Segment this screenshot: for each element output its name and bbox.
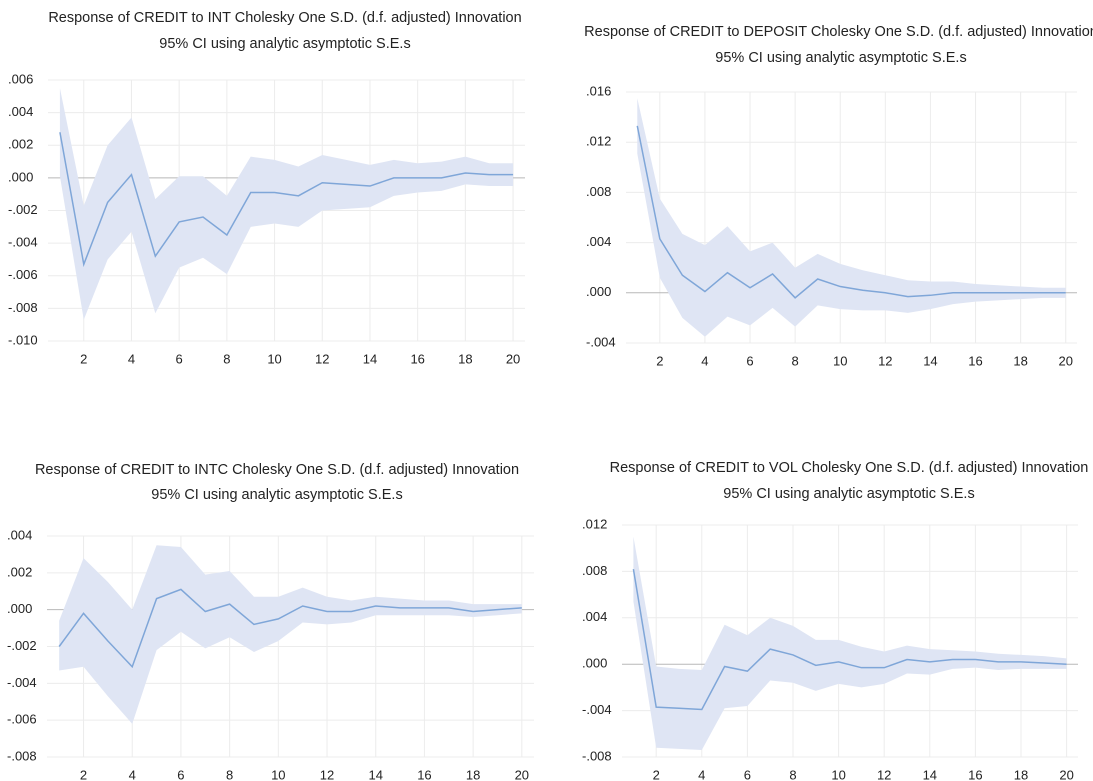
x-tick-label: 18	[1014, 767, 1028, 781]
confidence-band	[59, 545, 522, 724]
confidence-band	[637, 98, 1066, 337]
x-tick-label: 16	[968, 767, 982, 781]
x-tick-label: 8	[792, 353, 799, 368]
x-tick-label: 6	[176, 351, 183, 366]
x-tick-label: 4	[128, 351, 135, 366]
x-tick-label: 4	[129, 767, 136, 781]
x-tick-label: 14	[923, 353, 937, 368]
x-tick-label: 4	[701, 353, 708, 368]
y-tick-label: .004	[586, 234, 611, 249]
chart-subtitle: 95% CI using analytic asymptotic S.E.s	[723, 486, 974, 502]
y-tick-label: .000	[8, 169, 33, 184]
chart-panel: Response of CREDIT to DEPOSIT Cholesky O…	[584, 24, 1093, 369]
response-line	[632, 568, 1067, 711]
x-tick-label: 16	[410, 351, 424, 366]
chart-title: Response of CREDIT to DEPOSIT Cholesky O…	[584, 24, 1093, 40]
x-tick-label: 2	[80, 351, 87, 366]
y-tick-label: -.002	[8, 202, 38, 217]
x-tick-label: 2	[656, 353, 663, 368]
chart-subtitle: 95% CI using analytic asymptotic S.E.s	[159, 36, 410, 52]
chart-subtitle: 95% CI using analytic asymptotic S.E.s	[151, 487, 402, 503]
x-tick-label: 12	[878, 353, 892, 368]
x-tick-label: 12	[877, 767, 891, 781]
y-tick-label: -.004	[586, 334, 616, 349]
x-tick-label: 10	[267, 351, 281, 366]
x-tick-label: 2	[80, 767, 87, 781]
x-tick-label: 8	[226, 767, 233, 781]
y-tick-label: .000	[586, 284, 611, 299]
chart-panel: Response of CREDIT to VOL Cholesky One S…	[582, 460, 1088, 781]
x-tick-label: 20	[506, 351, 520, 366]
x-tick-label: 20	[1059, 767, 1073, 781]
x-tick-label: 10	[831, 767, 845, 781]
y-tick-label: .004	[7, 527, 32, 542]
chart-panel: Response of CREDIT to INTC Cholesky One …	[7, 462, 534, 781]
x-tick-label: 18	[466, 767, 480, 781]
y-tick-label: -.008	[8, 300, 38, 315]
response-line	[59, 132, 514, 268]
x-tick-label: 10	[271, 767, 285, 781]
y-tick-label: .016	[586, 83, 611, 98]
y-tick-label: .012	[586, 134, 611, 149]
confidence-band	[633, 536, 1067, 751]
y-tick-label: -.004	[7, 675, 37, 690]
x-tick-label: 14	[368, 767, 382, 781]
y-tick-label: .002	[7, 564, 32, 579]
x-tick-label: 6	[744, 767, 751, 781]
chart-subtitle: 95% CI using analytic asymptotic S.E.s	[715, 50, 966, 66]
x-tick-label: 8	[223, 351, 230, 366]
x-tick-label: 4	[698, 767, 705, 781]
y-tick-label: -.004	[8, 235, 38, 250]
x-tick-label: 16	[968, 353, 982, 368]
x-tick-label: 14	[363, 351, 377, 366]
y-tick-label: .004	[582, 609, 607, 624]
chart-panel: Response of CREDIT to INT Cholesky One S…	[8, 10, 525, 366]
x-tick-label: 12	[320, 767, 334, 781]
x-tick-label: 10	[833, 353, 847, 368]
y-tick-label: .002	[8, 137, 33, 152]
y-tick-label: -.010	[8, 332, 38, 347]
y-tick-label: .004	[8, 104, 33, 119]
x-tick-label: 16	[417, 767, 431, 781]
y-tick-label: .006	[8, 71, 33, 86]
x-tick-label: 18	[1013, 353, 1027, 368]
y-tick-label: .008	[586, 184, 611, 199]
y-tick-label: .000	[7, 601, 32, 616]
y-tick-label: .000	[582, 656, 607, 671]
y-tick-label: -.008	[582, 748, 612, 763]
x-tick-label: 18	[458, 351, 472, 366]
x-tick-label: 20	[1058, 353, 1072, 368]
response-line	[58, 588, 522, 669]
y-tick-label: .008	[582, 563, 607, 578]
y-tick-label: -.006	[7, 712, 37, 727]
y-tick-label: .012	[582, 516, 607, 531]
y-tick-label: -.004	[582, 702, 612, 717]
x-tick-label: 6	[177, 767, 184, 781]
y-tick-label: -.006	[8, 267, 38, 282]
x-tick-label: 8	[789, 767, 796, 781]
chart-title: Response of CREDIT to INT Cholesky One S…	[48, 10, 521, 26]
x-tick-label: 12	[315, 351, 329, 366]
y-tick-label: -.002	[7, 638, 37, 653]
x-tick-label: 6	[746, 353, 753, 368]
confidence-band	[59, 88, 514, 320]
response-line	[636, 125, 1066, 299]
x-tick-label: 2	[653, 767, 660, 781]
x-tick-label: 20	[515, 767, 529, 781]
y-tick-label: -.008	[7, 748, 37, 763]
chart-title: Response of CREDIT to VOL Cholesky One S…	[610, 460, 1089, 476]
x-tick-label: 14	[923, 767, 937, 781]
chart-title: Response of CREDIT to INTC Cholesky One …	[35, 462, 519, 478]
